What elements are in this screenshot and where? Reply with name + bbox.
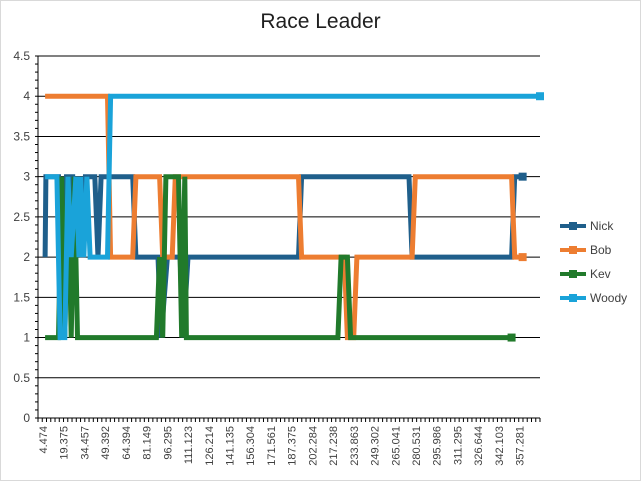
x-tick-label: 126.214 — [204, 426, 216, 466]
legend-marker — [569, 222, 577, 230]
x-tick-label: 96.295 — [162, 426, 174, 460]
x-tick-label: 326.644 — [473, 426, 485, 466]
legend-label: Woody — [590, 291, 627, 305]
x-tick-label: 64.394 — [121, 426, 133, 460]
y-tick-label: 1 — [23, 331, 30, 345]
legend-item-kev[interactable]: Kev — [560, 267, 611, 281]
x-tick-label: 187.375 — [287, 426, 299, 466]
y-tick-label: 3 — [23, 170, 30, 184]
series-end-marker — [507, 333, 516, 342]
x-tick-label: 34.457 — [79, 426, 91, 460]
axes: 0 0.5 1 1.5 2 2.5 3 3.5 4 4.5 4.474 19.375 34.457 49.… — [13, 49, 541, 466]
x-tick-label: 217.238 — [328, 426, 340, 466]
series-end-marker — [518, 253, 527, 262]
x-tick-label: 49.392 — [100, 426, 112, 460]
x-tick-label: 280.531 — [411, 426, 423, 466]
x-tick-label: 265.041 — [390, 426, 402, 466]
y-tick-label: 0 — [23, 411, 30, 425]
y-tick-label: 0.5 — [13, 371, 30, 385]
y-tick-label: 4 — [23, 89, 30, 103]
legend-item-woody[interactable]: Woody — [560, 291, 627, 305]
x-tick-label: 4.474 — [38, 426, 50, 454]
x-tick-label: 342.103 — [494, 426, 506, 466]
series-layer — [42, 92, 544, 342]
legend-item-bob[interactable]: Bob — [560, 243, 612, 257]
legend-marker — [569, 246, 577, 254]
x-tick-label: 19.375 — [59, 426, 71, 460]
x-tick-label: 81.149 — [142, 426, 154, 460]
x-tick-label: 156.304 — [245, 426, 257, 466]
y-tick-label: 2.5 — [13, 210, 30, 224]
x-tick-label: 295.986 — [432, 426, 444, 466]
x-tick-label: 171.561 — [266, 426, 278, 466]
series-end-marker — [518, 172, 527, 181]
legend-label: Kev — [590, 267, 611, 281]
x-tick-label: 202.284 — [307, 426, 319, 466]
x-tick-label: 141.135 — [224, 426, 236, 466]
series-end-marker — [536, 92, 544, 101]
y-tick-label: 4.5 — [13, 49, 30, 63]
series-line-woody — [45, 93, 540, 341]
y-tick-label: 3.5 — [13, 129, 30, 143]
x-tick-label: 357.281 — [515, 426, 527, 466]
legend-marker — [569, 294, 577, 302]
legend-label: Nick — [590, 219, 614, 233]
x-tick-label: 111.123 — [183, 426, 195, 464]
x-tick-label: 233.863 — [349, 426, 361, 466]
legend: Nick Bob Kev Woody — [560, 219, 627, 305]
series-line-bob — [45, 93, 523, 341]
legend-item-nick[interactable]: Nick — [560, 219, 614, 233]
y-tick-label: 2 — [23, 250, 30, 264]
x-tick-label: 311.295 — [452, 426, 464, 465]
x-tick-label: 249.302 — [370, 426, 382, 466]
legend-label: Bob — [590, 243, 612, 257]
y-tick-label: 1.5 — [13, 290, 30, 304]
legend-marker — [569, 270, 577, 278]
grid-lines — [38, 55, 540, 419]
chart-title: Race Leader — [260, 10, 381, 33]
